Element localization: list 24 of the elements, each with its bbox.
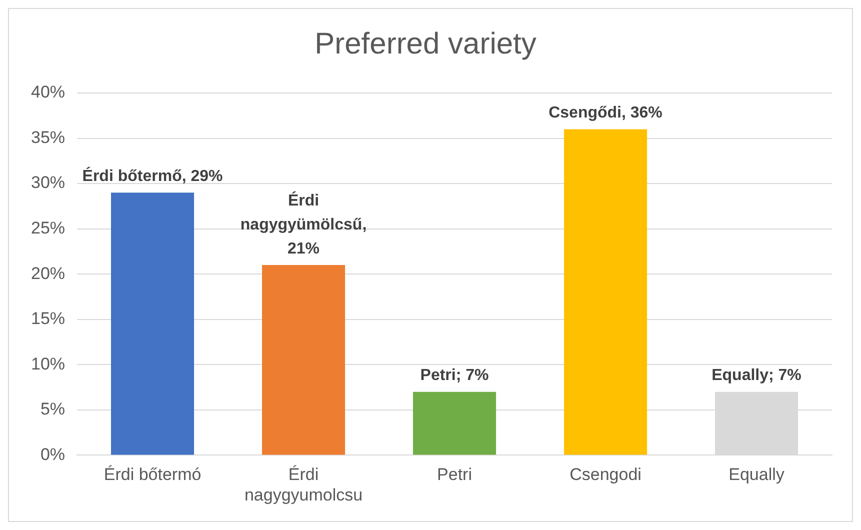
y-tick-label: 0% <box>40 444 66 464</box>
x-tick-label: Petri <box>437 465 472 484</box>
y-tick-label: 5% <box>40 400 66 419</box>
data-label: Érdi bőtermő, 29% <box>82 166 223 186</box>
y-tick-label: 10% <box>30 354 66 374</box>
data-label: Érdi nagygyümölcsű, 21% <box>240 190 367 258</box>
bar <box>564 129 648 455</box>
x-tick-label: Equally <box>728 465 785 484</box>
bar <box>262 265 346 455</box>
y-tick-label: 25% <box>30 218 66 238</box>
x-tick-label: Csengodi <box>570 465 642 484</box>
y-tick-label: 20% <box>30 264 66 283</box>
data-label: Csengődi, 36% <box>548 104 662 122</box>
chart-title: Preferred variety <box>314 27 536 60</box>
y-tick-label: 40% <box>30 82 66 102</box>
bar <box>111 192 194 455</box>
data-label: Equally; 7% <box>712 367 802 384</box>
data-label: Petri; 7% <box>420 367 489 384</box>
y-tick-label: 30% <box>30 173 66 192</box>
x-tick-label: Érdi nagygyumolcsu <box>244 465 363 504</box>
y-tick-label: 15% <box>30 309 66 328</box>
y-tick-label: 35% <box>30 128 66 147</box>
bar <box>412 392 496 455</box>
x-tick-label: Érdi bőtermó <box>104 465 202 484</box>
